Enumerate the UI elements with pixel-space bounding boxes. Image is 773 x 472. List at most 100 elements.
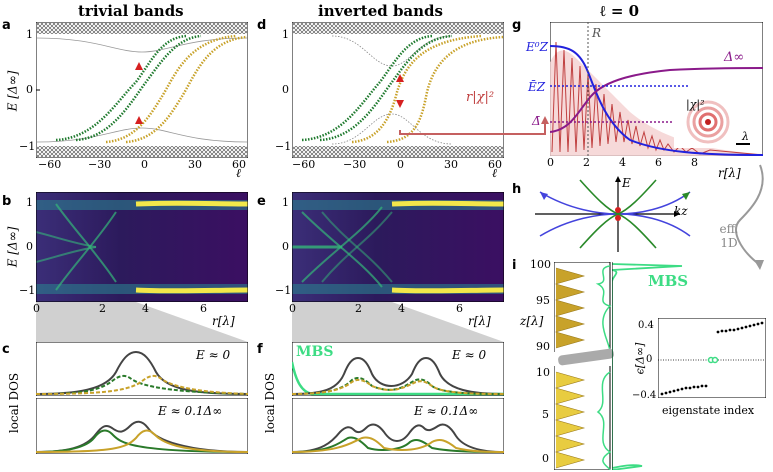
panel-i-inset-ytick-m04: −0.4 xyxy=(632,390,657,401)
panel-h-e-label: E xyxy=(622,176,631,190)
panel-g-xlabel: r[λ] xyxy=(718,166,741,180)
panel-h-diagram xyxy=(535,176,691,252)
panel-i-ztick-0: 0 xyxy=(542,452,549,465)
panel-letter-g: g xyxy=(512,18,522,33)
panel-b-xtick-2: 2 xyxy=(99,302,106,315)
panel-a-xtick-30: 30 xyxy=(188,158,202,171)
panel-i-ztick-90: 90 xyxy=(536,340,550,353)
panel-e-xtick-6: 6 xyxy=(456,302,463,315)
panel-i-ztick-5: 5 xyxy=(542,408,549,421)
panel-a-ytick-m1: −1 xyxy=(19,140,36,153)
panel-g-xtick-2: 2 xyxy=(583,156,590,169)
panel-i-inset-ytick-04: 0.4 xyxy=(638,320,654,331)
panel-h-kz-label: kz xyxy=(674,204,688,218)
panel-d-ytick-0: 0 xyxy=(282,83,289,96)
panel-g-ez0: E⁰Z xyxy=(526,40,548,54)
panel-e-ytick-0: 0 xyxy=(282,240,289,253)
panel-i-ztick-95: 95 xyxy=(536,294,550,307)
panel-g-plot xyxy=(550,22,763,156)
panel-g-R-label: R xyxy=(592,26,602,40)
panel-f-top xyxy=(292,342,504,396)
panel-h-side-label: eff. 1D xyxy=(719,222,739,250)
panel-b-ytick-0: 0 xyxy=(26,240,33,253)
panel-f-bottom xyxy=(292,398,504,454)
panel-i-columns xyxy=(554,262,612,470)
panel-g-deltabar: Δ̄ xyxy=(532,114,541,128)
panel-c-bottom-label: E ≈ 0.1Δ∞ xyxy=(158,404,223,418)
panel-c-top xyxy=(36,342,248,396)
title-trivial-bands: trivial bands xyxy=(78,2,184,20)
panel-i-inset-ylabel: ϵ[Δ∞] xyxy=(633,342,647,375)
panel-g-lambda-label: λ xyxy=(742,130,749,143)
panel-a-ytick-0: 0 xyxy=(26,83,33,96)
panel-i-ztick-10: 10 xyxy=(536,366,550,379)
panel-letter-d: d xyxy=(257,18,267,33)
panel-i-ylabel: z[λ] xyxy=(520,314,544,328)
panel-e-zoom-wedge xyxy=(292,302,504,342)
panel-b-heatmap xyxy=(36,192,248,302)
panel-d-xtick-60: 60 xyxy=(488,158,502,171)
panel-c-ylabel: local DOS xyxy=(7,372,22,434)
panel-g-xtick-8: 8 xyxy=(691,156,698,169)
panel-c-bottom xyxy=(36,398,248,454)
panel-h-curved-arrow xyxy=(735,164,764,270)
panel-e-xtick-4: 4 xyxy=(398,302,405,315)
panel-a-plot xyxy=(36,22,248,158)
panel-b-xtick-4: 4 xyxy=(142,302,149,315)
panel-b-zoom-wedge xyxy=(36,302,248,342)
panel-f-mbs-label: MBS xyxy=(296,344,334,360)
panel-e-ytick-m1: −1 xyxy=(275,284,292,297)
panel-letter-c: c xyxy=(2,342,10,357)
arrow-d-to-g xyxy=(399,116,549,135)
panel-i-mbs-curve xyxy=(612,262,683,470)
panel-b-ylabel: E [Δ∞] xyxy=(5,226,20,268)
panel-letter-a: a xyxy=(2,18,11,33)
panel-i-inset-ytick-0: 0 xyxy=(646,354,653,365)
title-inverted-bands: inverted bands xyxy=(318,2,443,20)
panel-a-xlabel: ℓ xyxy=(236,166,241,180)
panel-b-ytick-1: 1 xyxy=(26,196,33,209)
panel-letter-f: f xyxy=(257,342,263,357)
panel-a-xtick-m30: −30 xyxy=(88,158,112,171)
panel-b-xtick-6: 6 xyxy=(200,302,207,315)
panel-d-xtick-m30: −30 xyxy=(343,158,367,171)
panel-g-xtick-4: 4 xyxy=(619,156,626,169)
panel-d-ytick-m1: −1 xyxy=(275,140,292,153)
panel-a-xtick-60: 60 xyxy=(232,158,246,171)
panel-d-xtick-0: 0 xyxy=(397,158,404,171)
panel-f-bottom-label: E ≈ 0.1Δ∞ xyxy=(414,404,479,418)
panel-letter-h: h xyxy=(512,182,522,197)
panel-g-arrow-label: r|χ|² xyxy=(466,90,495,105)
panel-a-xtick-m60: −60 xyxy=(38,158,62,171)
panel-b-xtick-0: 0 xyxy=(33,302,40,315)
panel-a-xtick-0: 0 xyxy=(141,158,148,171)
panel-e-heatmap xyxy=(292,192,504,302)
panel-d-xlabel: ℓ xyxy=(492,166,497,180)
panel-f-ylabel: local DOS xyxy=(263,372,278,434)
panel-g-xtick-6: 6 xyxy=(655,156,662,169)
panel-c-top-label: E ≈ 0 xyxy=(196,348,231,362)
panel-i-break-mark xyxy=(558,348,614,366)
panel-b-xlabel: r[λ] xyxy=(212,314,235,328)
panel-g-delta-inf: Δ∞ xyxy=(724,50,745,65)
panel-letter-e: e xyxy=(257,194,266,209)
panel-a-ytick-1: 1 xyxy=(26,28,33,41)
panel-letter-b: b xyxy=(2,194,12,209)
panel-a-ylabel: E [Δ∞] xyxy=(5,70,20,112)
panel-d-xtick-m60: −60 xyxy=(292,158,316,171)
panel-g-xtick-0: 0 xyxy=(547,156,554,169)
panel-g-inset-rings xyxy=(674,92,756,148)
panel-f-top-label: E ≈ 0 xyxy=(452,348,487,362)
panel-b-ytick-m1: −1 xyxy=(19,284,36,297)
panel-i-inset-xlabel: eigenstate index xyxy=(662,404,755,417)
panel-d-xtick-30: 30 xyxy=(444,158,458,171)
panel-e-ytick-1: 1 xyxy=(282,196,289,209)
panel-d-ytick-1: 1 xyxy=(282,28,289,41)
panel-i-inset xyxy=(658,318,766,398)
title-l-zero: ℓ = 0 xyxy=(600,2,640,20)
panel-g-ezbar: ĒZ xyxy=(528,80,546,94)
panel-e-xtick-0: 0 xyxy=(289,302,296,315)
panel-letter-i: i xyxy=(512,258,517,273)
panel-g-chi-label: |χ|² xyxy=(686,98,705,111)
panel-e-xlabel: r[λ] xyxy=(468,314,491,328)
